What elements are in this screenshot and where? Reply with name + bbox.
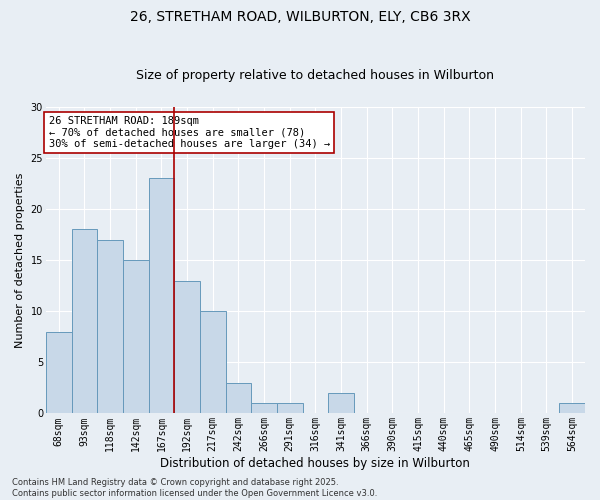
Bar (251, 403, 277, 413)
Bar (97, 240, 123, 414)
Bar (559, 403, 585, 413)
Bar (46, 332, 71, 413)
Text: 26, STRETHAM ROAD, WILBURTON, ELY, CB6 3RX: 26, STRETHAM ROAD, WILBURTON, ELY, CB6 3… (130, 10, 470, 24)
Title: Size of property relative to detached houses in Wilburton: Size of property relative to detached ho… (136, 69, 494, 82)
Bar (149, 178, 174, 414)
Bar (71, 230, 97, 414)
Text: Contains HM Land Registry data © Crown copyright and database right 2025.
Contai: Contains HM Land Registry data © Crown c… (12, 478, 377, 498)
Bar (123, 260, 149, 414)
Bar (200, 311, 226, 414)
X-axis label: Distribution of detached houses by size in Wilburton: Distribution of detached houses by size … (160, 457, 470, 470)
Bar (277, 403, 302, 413)
Y-axis label: Number of detached properties: Number of detached properties (15, 172, 25, 348)
Bar (328, 393, 354, 413)
Bar (226, 383, 251, 414)
Text: 26 STRETHAM ROAD: 189sqm
← 70% of detached houses are smaller (78)
30% of semi-d: 26 STRETHAM ROAD: 189sqm ← 70% of detach… (49, 116, 330, 149)
Bar (174, 280, 200, 413)
